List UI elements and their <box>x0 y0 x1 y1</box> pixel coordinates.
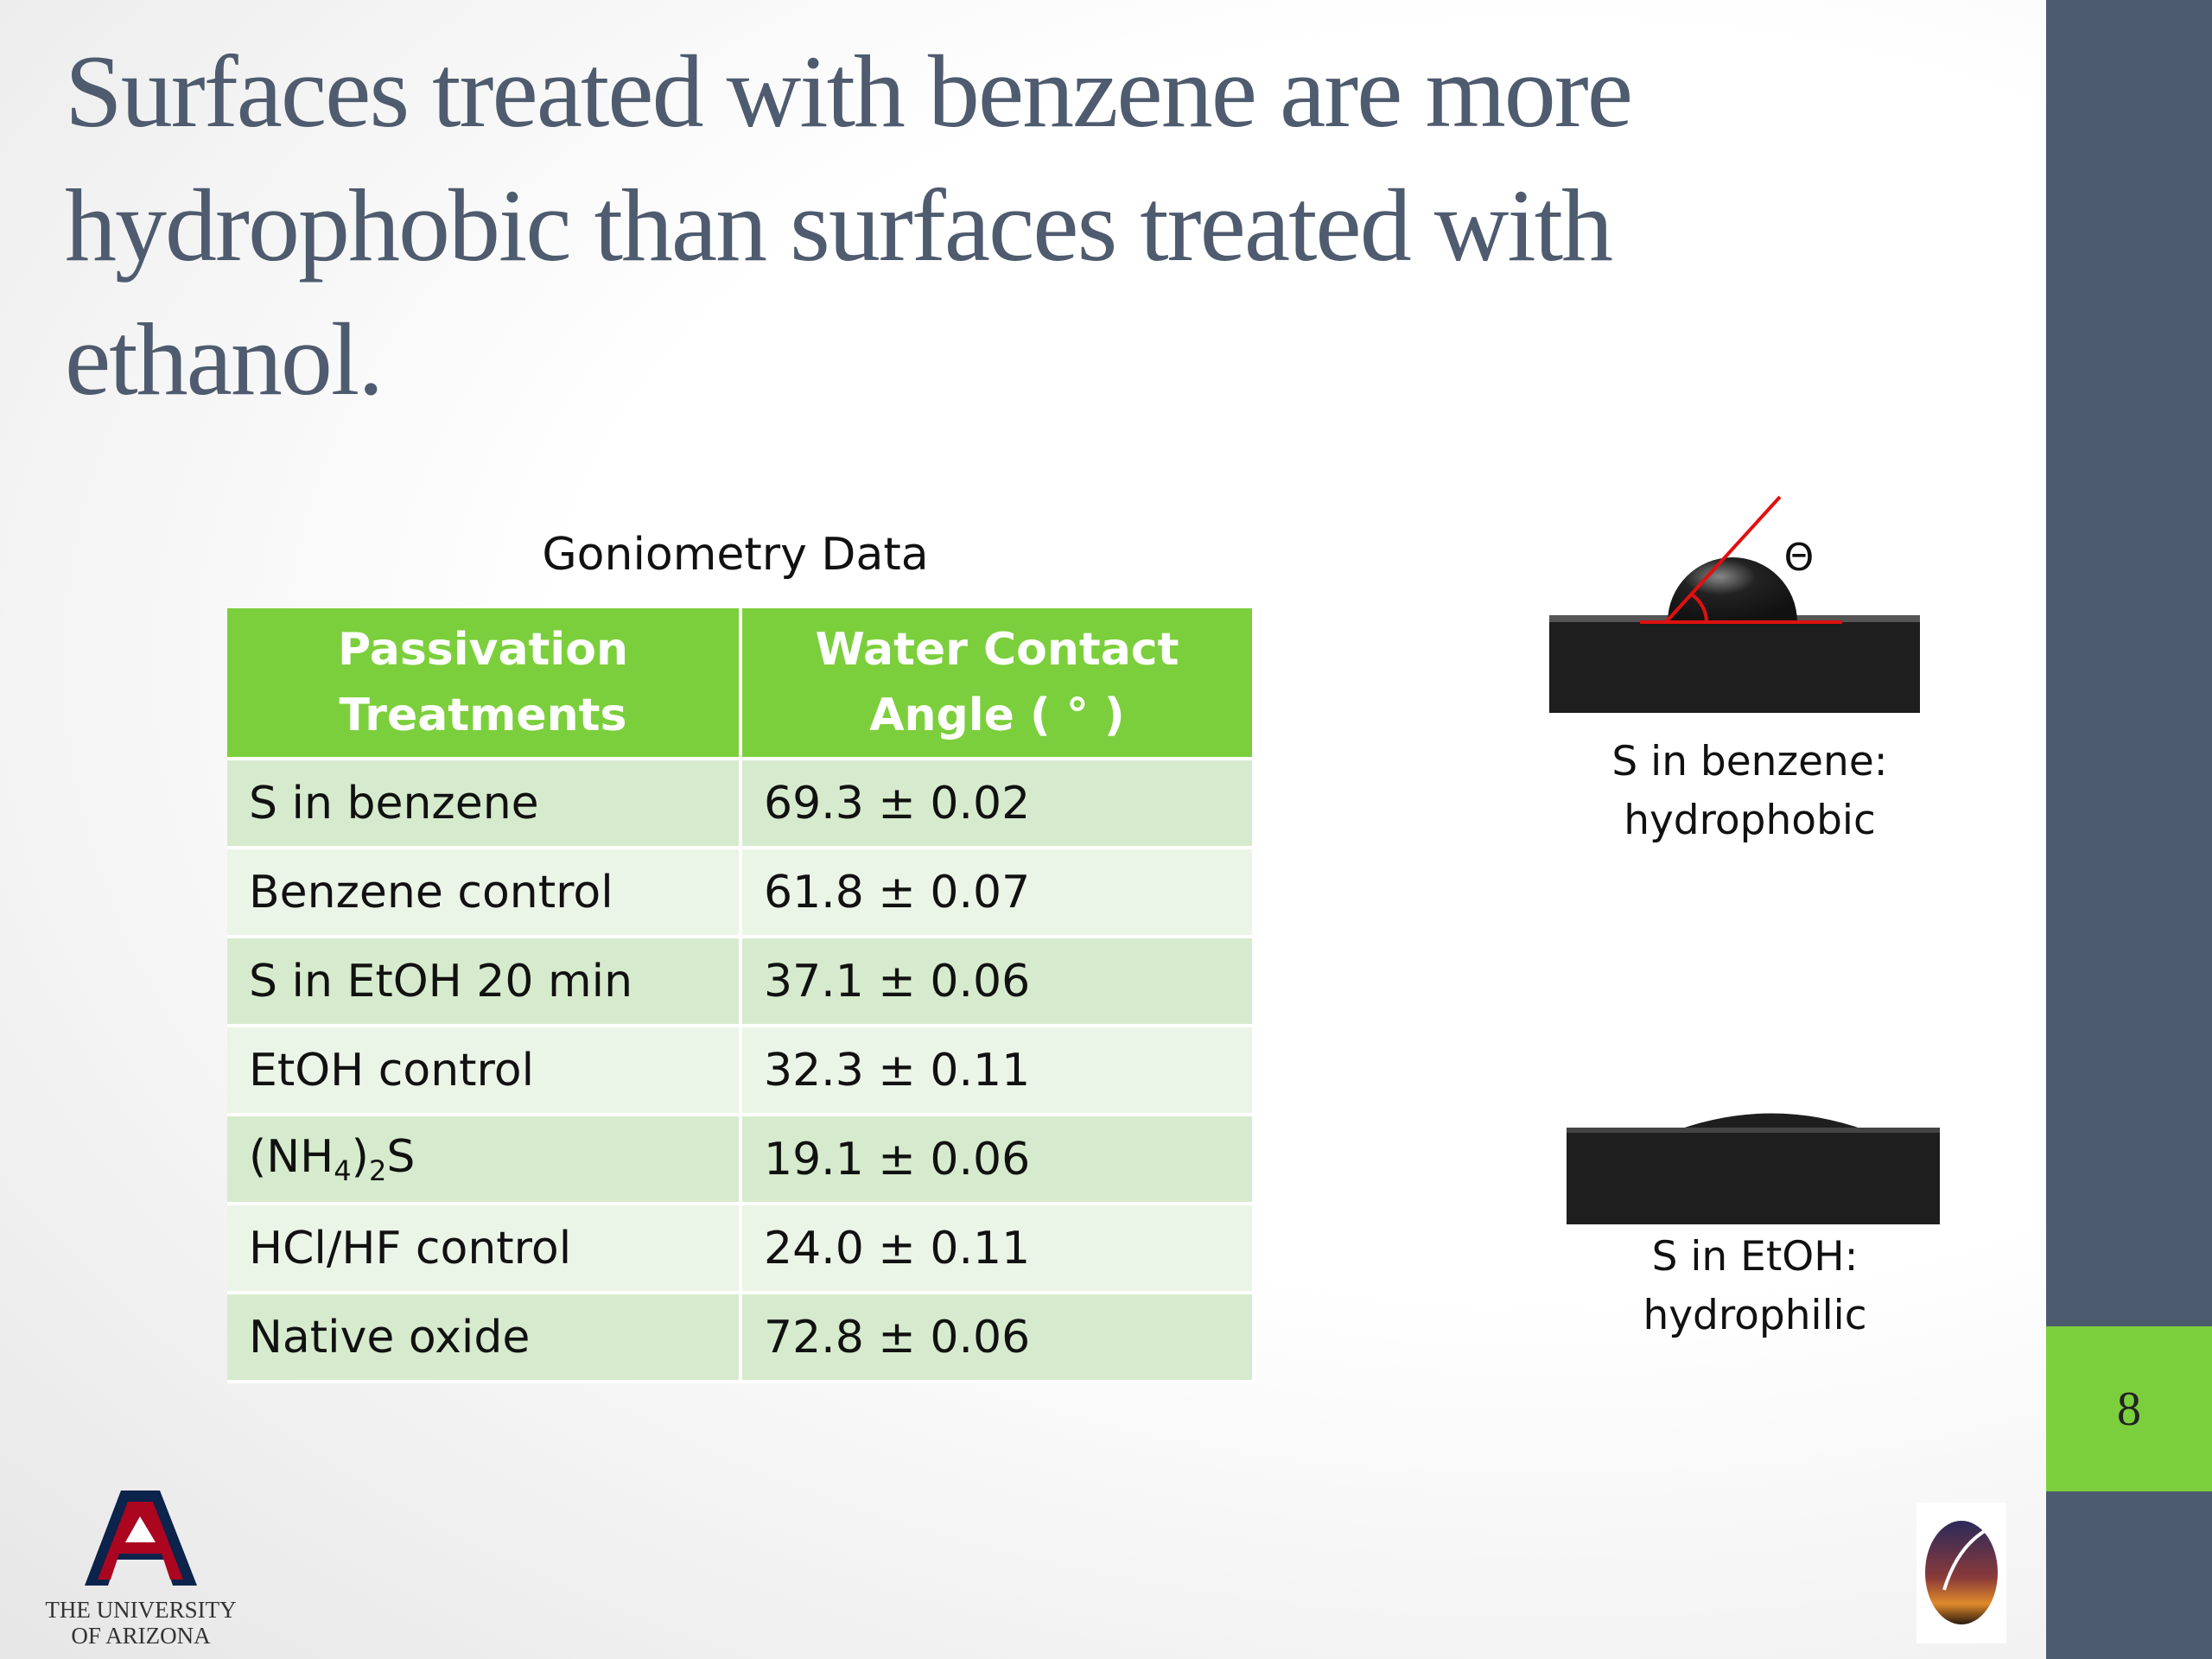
droplet-hydrophilic <box>1567 1113 1940 1224</box>
header-line: Angle ( ° ) <box>869 690 1125 741</box>
subscript: 4 <box>334 1154 352 1187</box>
table-cell: S in EtOH 20 min <box>227 938 742 1027</box>
text-part: (NH <box>249 1131 334 1183</box>
page-number: 8 <box>2046 1326 2212 1491</box>
table: Passivation Treatments Water Contact Ang… <box>227 608 1255 1383</box>
text-part: S <box>386 1131 416 1183</box>
header-cell: Passivation Treatments <box>227 608 742 760</box>
table-cell: Native oxide <box>227 1294 742 1383</box>
table-cell: 69.3 ± 0.02 <box>742 760 1255 849</box>
caption-line: hydrophilic <box>1643 1292 1867 1339</box>
table-cell: HCl/HF control <box>227 1205 742 1294</box>
caption-line: S in EtOH: <box>1651 1233 1859 1281</box>
header-line: Passivation <box>338 624 628 676</box>
table-cell: Benzene control <box>227 849 742 938</box>
table-cell: (NH4)2S <box>227 1116 742 1205</box>
table-cell: 32.3 ± 0.11 <box>742 1027 1255 1116</box>
header-line: Water Contact <box>815 624 1179 676</box>
table-caption: Goniometry Data <box>542 529 929 581</box>
table-cell: 19.1 ± 0.06 <box>742 1116 1255 1205</box>
logo-line: The University <box>45 1597 237 1623</box>
table-cell: 72.8 ± 0.06 <box>742 1294 1255 1383</box>
subscript: 2 <box>368 1154 387 1187</box>
table-cell: 37.1 ± 0.06 <box>742 938 1255 1027</box>
angle-symbol: Θ <box>1784 536 1815 580</box>
caption-line: S in benzene: <box>1611 738 1888 785</box>
figure-caption: S in EtOH: hydrophilic <box>1539 1228 1971 1345</box>
table-cell: 61.8 ± 0.07 <box>742 849 1255 938</box>
university-logo <box>85 1491 197 1586</box>
title: Surfaces treated with benzene are more h… <box>65 34 1633 416</box>
logo-line: of Arizona <box>71 1623 211 1649</box>
droplet-hydrophobic <box>1549 495 1920 713</box>
text-part: ) <box>351 1131 369 1183</box>
header-cell: Water Contact Angle ( ° ) <box>742 608 1255 760</box>
logo-text: The University of Arizona <box>29 1597 253 1649</box>
cell-text: (NH4)2S <box>249 1131 415 1187</box>
figure-caption: S in benzene: hydrophobic <box>1534 733 1966 850</box>
caption-line: hydrophobic <box>1624 797 1876 844</box>
table-cell: S in benzene <box>227 760 742 849</box>
table-cell: EtOH control <box>227 1027 742 1116</box>
table-cell: 24.0 ± 0.11 <box>742 1205 1255 1294</box>
space-grant-logo <box>1916 1503 2006 1643</box>
header-line: Treatments <box>339 690 627 741</box>
